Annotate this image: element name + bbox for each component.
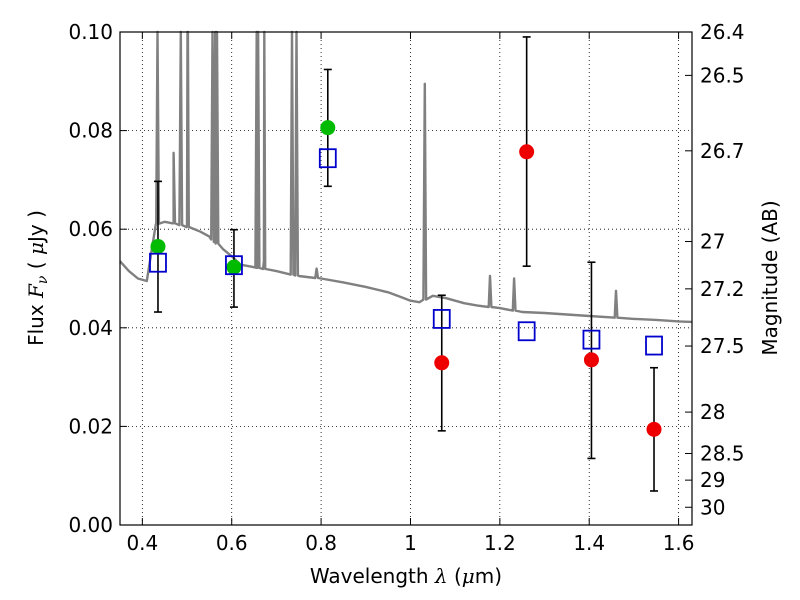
y-tick-label: 0.06 [68, 217, 113, 241]
spectrum-line [119, 30, 693, 324]
magnitude-tick-label: 28 [700, 400, 725, 424]
model-photometry-square [432, 309, 451, 329]
magnitude-tick-label: 30 [700, 495, 725, 519]
non-detections-point [646, 421, 662, 437]
y-axis-label: Flux Fν ( μJy ) [24, 210, 51, 346]
detections-point [320, 120, 336, 136]
model-spectrum-layer [119, 30, 693, 324]
magnitude-tick-label: 26.5 [700, 63, 745, 87]
magnitude-tick-label: 27.5 [700, 334, 745, 358]
magnitude-tick-label: 27.2 [700, 277, 745, 301]
y2-axis-label: Magnitude (AB) [758, 200, 782, 355]
plot-frame [119, 31, 693, 526]
model-photometry-square [645, 335, 663, 356]
non-detections-point [519, 144, 535, 160]
x-tick-label: 1 [404, 531, 417, 555]
magnitude-tick-label: 28.5 [700, 442, 745, 466]
x-tick-label: 1.4 [573, 531, 605, 555]
y-tick-label: 0.02 [68, 414, 113, 438]
x-tick-label: 0.4 [126, 531, 158, 555]
magnitude-tick-label: 29 [700, 468, 725, 492]
data-markers-layer [149, 36, 663, 492]
model-photometry-square [582, 329, 601, 350]
axes: 0.4 0.6 0.8 1 1.2 1.4 1.6 0.00 0.02 0.04 0.06 0.08 0… [68, 20, 744, 555]
detections-point [150, 238, 166, 254]
detections-point [226, 259, 242, 275]
model-photometry-square [149, 252, 167, 273]
y-tick-label: 0.10 [68, 20, 113, 44]
magnitude-tick-label: 26.7 [700, 139, 745, 163]
x-axis-label: Wavelength λ (μm) [310, 564, 502, 588]
model-photometry-square [517, 321, 536, 342]
non-detections-point [434, 355, 450, 371]
x-tick-label: 1.6 [663, 531, 695, 555]
x-tick-label: 0.8 [305, 531, 337, 555]
magnitude-tick-label: 26.4 [700, 20, 745, 44]
grid [120, 32, 692, 525]
y-tick-label: 0.08 [68, 119, 113, 143]
y-tick-label: 0.04 [68, 316, 113, 340]
x-tick-label: 1.2 [484, 531, 516, 555]
y-tick-label: 0.00 [68, 513, 113, 537]
non-detections-point [583, 352, 599, 368]
x-tick-label: 0.6 [216, 531, 248, 555]
model-photometry-square [225, 255, 243, 276]
magnitude-tick-label: 27 [700, 230, 725, 254]
model-photometry-square [318, 148, 337, 169]
